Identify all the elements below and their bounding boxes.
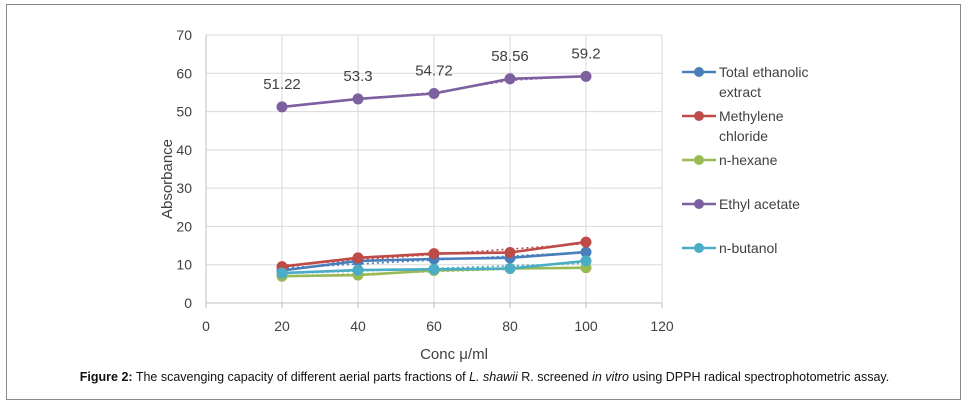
series-lines [276,70,592,282]
data-labels: 51.22 53.3 54.72 58.56 59.2 [263,45,600,93]
legend-label-4: n-butanol [719,240,777,256]
y-tick-label: 20 [176,218,192,234]
data-label: 54.72 [415,63,453,80]
caption-species: L. shawii [469,370,518,384]
data-point [504,246,516,258]
legend-label-1: Methylene [719,108,784,124]
y-tick-label: 40 [176,142,192,158]
data-point [276,267,288,279]
figure-caption: Figure 2: The scavenging capacity of dif… [0,370,969,384]
data-label: 58.56 [491,48,529,65]
legend-marker-1 [694,111,704,121]
y-tick-label: 30 [176,180,192,196]
figure-frame [6,4,961,400]
legend-label-3: Ethyl acetate [719,196,800,212]
caption-label: Figure 2: [79,370,133,384]
x-tick-label: 20 [274,318,290,334]
x-tick-label: 40 [350,318,366,334]
data-point [352,252,364,264]
caption-text-middle: R. screened [517,370,593,384]
legend-label-1: chloride [719,128,768,144]
legend-label-0: extract [719,84,761,100]
data-label: 51.22 [263,76,301,93]
x-tick-label: 80 [502,318,518,334]
caption-in-vitro: in vitro [592,370,629,384]
x-axis-title: Conc μ/ml [420,346,488,363]
legend-marker-4 [694,243,704,253]
legend-label-0: Total ethanolic [719,64,809,80]
legend-label-2: n-hexane [719,152,778,168]
data-point [580,236,592,248]
data-point [580,255,592,267]
x-tick-label: 120 [650,318,674,334]
legend-marker-2 [694,155,704,165]
line-chart: 0 10 20 30 40 50 60 70 0 20 40 60 80 100 120 51.22 53.3… [159,27,809,363]
data-point [504,73,516,85]
x-tick-label: 60 [426,318,442,334]
data-label: 53.3 [343,68,372,85]
caption-text-before: The scavenging capacity of different aer… [132,370,470,384]
y-tick-label: 10 [176,257,192,273]
y-tick-label: 70 [176,27,192,43]
x-tick-label: 100 [574,318,598,334]
data-point [428,248,440,260]
axes: 0 10 20 30 40 50 60 70 0 20 40 60 80 100 120 [176,27,673,334]
legend: Total ethanolic extract Methylene chloride n… [682,64,809,256]
caption-text-after: using DPPH radical spectrophotometric as… [628,370,890,384]
data-point [504,263,516,275]
legend-marker-3 [694,199,704,209]
data-point [352,93,364,105]
data-point [352,264,364,276]
y-tick-label: 60 [176,65,192,81]
data-point [276,101,288,113]
data-point [428,88,440,100]
y-tick-label: 0 [184,295,192,311]
legend-marker-0 [694,67,704,77]
x-tick-label: 0 [202,318,210,334]
data-point [580,70,592,82]
data-point [428,263,440,275]
y-tick-label: 50 [176,104,192,120]
y-axis-title: Absorbance [159,139,176,219]
data-label: 59.2 [571,45,600,62]
